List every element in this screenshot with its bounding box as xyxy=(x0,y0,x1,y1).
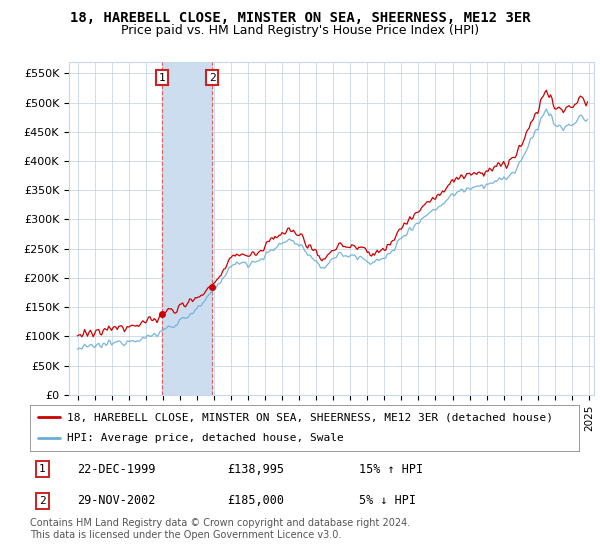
Text: 18, HAREBELL CLOSE, MINSTER ON SEA, SHEERNESS, ME12 3ER: 18, HAREBELL CLOSE, MINSTER ON SEA, SHEE… xyxy=(70,11,530,25)
Text: £185,000: £185,000 xyxy=(227,494,284,507)
Text: 2: 2 xyxy=(39,496,46,506)
Text: HPI: Average price, detached house, Swale: HPI: Average price, detached house, Swal… xyxy=(67,433,344,444)
Text: 15% ↑ HPI: 15% ↑ HPI xyxy=(359,463,424,476)
Bar xyxy=(162,62,212,395)
Text: 22-DEC-1999: 22-DEC-1999 xyxy=(77,463,155,476)
Text: 1: 1 xyxy=(39,464,46,474)
Text: £138,995: £138,995 xyxy=(227,463,284,476)
Text: 18, HAREBELL CLOSE, MINSTER ON SEA, SHEERNESS, ME12 3ER (detached house): 18, HAREBELL CLOSE, MINSTER ON SEA, SHEE… xyxy=(67,412,553,422)
Text: Contains HM Land Registry data © Crown copyright and database right 2024.
This d: Contains HM Land Registry data © Crown c… xyxy=(30,518,410,540)
Text: 2: 2 xyxy=(209,73,215,83)
Text: 5% ↓ HPI: 5% ↓ HPI xyxy=(359,494,416,507)
Text: Price paid vs. HM Land Registry's House Price Index (HPI): Price paid vs. HM Land Registry's House … xyxy=(121,24,479,36)
Text: 1: 1 xyxy=(158,73,166,83)
Text: 29-NOV-2002: 29-NOV-2002 xyxy=(77,494,155,507)
